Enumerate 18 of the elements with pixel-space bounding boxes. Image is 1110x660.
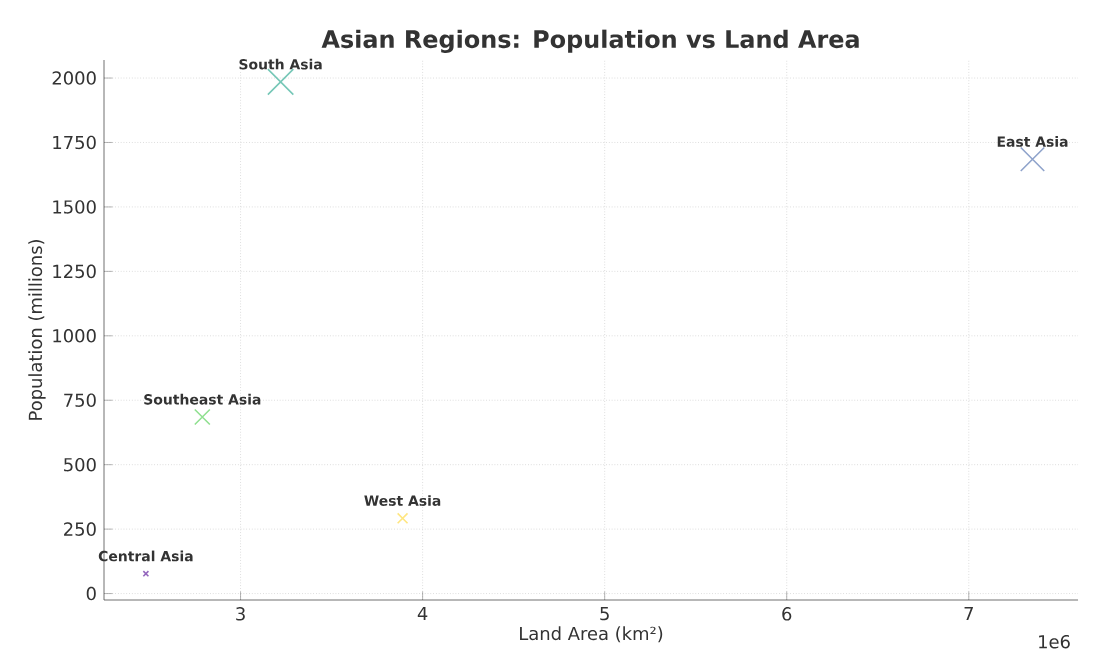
y-tick-label: 1750	[53, 135, 96, 150]
y-tick-label: 500	[64, 457, 96, 472]
y-tick-label: 1000	[53, 329, 96, 343]
y-axis-title: Population (millions)	[28, 240, 46, 420]
x-tick-label: 3	[236, 607, 245, 621]
x-axis-title: Land Area (km²)	[520, 626, 663, 643]
x-tick-label: 5	[600, 607, 609, 621]
y-tick-label: 750	[64, 393, 96, 408]
x-tick-label: 7	[964, 607, 973, 621]
y-tick-label: 1250	[53, 264, 96, 279]
y-tick-label: 1500	[53, 200, 96, 214]
y-tick-label: 250	[64, 522, 96, 536]
chart-title: Asian Regions: Population vs Land Area	[321, 29, 859, 53]
text: 1e6	[1039, 634, 1070, 649]
y-tick-label: 0	[86, 586, 96, 601]
x-tick-label: 6	[782, 607, 792, 621]
y-tick-label: 2000	[52, 71, 96, 85]
x-tick-label: 4	[417, 607, 428, 621]
